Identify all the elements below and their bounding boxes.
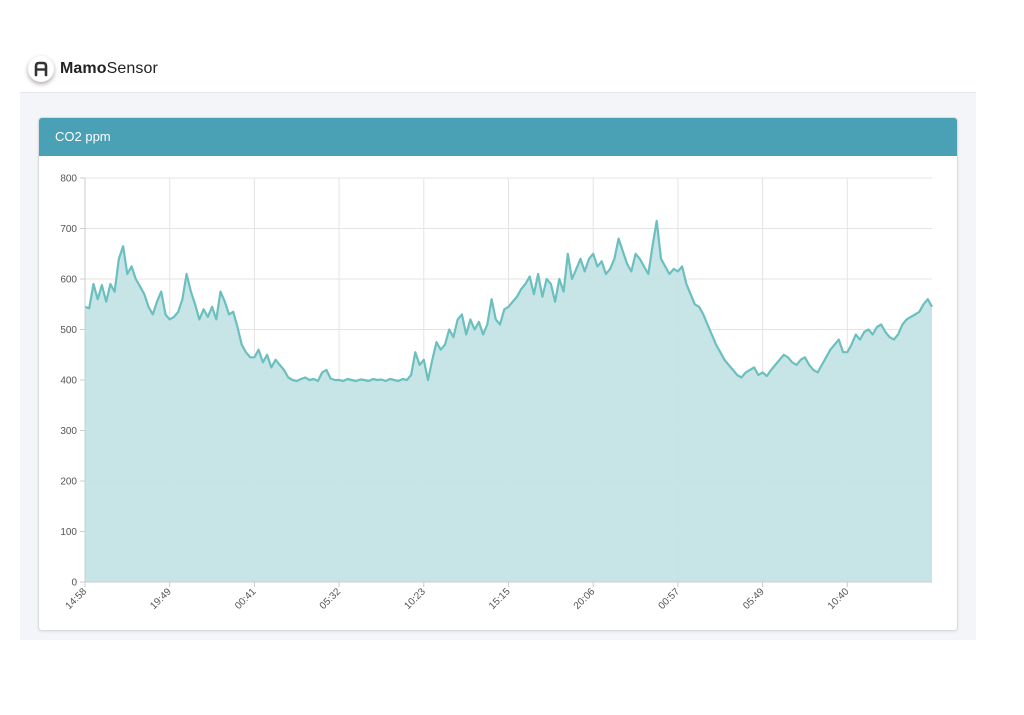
series-line bbox=[84, 219, 933, 383]
x-tick-label: 10:23 bbox=[402, 586, 428, 612]
x-tick-label: 15:15 bbox=[487, 586, 513, 612]
brand-name[interactable]: MamoSensor bbox=[60, 60, 158, 78]
app-window: MamoSensor CO2 ppm 0 100 200 300 400 500 600 70… bbox=[20, 44, 976, 640]
a-letter-icon bbox=[34, 61, 48, 77]
x-axis: 14:58 19:49 00:41 05:32 10:23 15:15 20:06 00:57… bbox=[64, 581, 932, 612]
y-tick-label: 100 bbox=[60, 527, 77, 538]
main-content: CO2 ppm 0 100 200 300 400 500 600 700 800 14:58 1… bbox=[20, 93, 976, 640]
y-tick-label: 200 bbox=[60, 477, 77, 488]
y-tick-label: 800 bbox=[60, 174, 77, 185]
co2-chart: 0 100 200 300 400 500 600 700 800 14:58 19:49 00:4… bbox=[60, 174, 933, 612]
logo[interactable] bbox=[28, 56, 54, 82]
y-tick-label: 600 bbox=[60, 275, 77, 286]
y-tick-label: 0 bbox=[71, 578, 77, 589]
y-tick-label: 400 bbox=[60, 376, 77, 387]
y-tick-label: 700 bbox=[60, 224, 77, 235]
x-tick-label: 00:41 bbox=[233, 586, 259, 612]
co2-card: CO2 ppm 0 100 200 300 400 500 600 700 800 14:58 1… bbox=[38, 117, 958, 631]
x-tick-label: 19:49 bbox=[148, 586, 174, 612]
chart-container: 0 100 200 300 400 500 600 700 800 14:58 19:49 00:4… bbox=[39, 156, 957, 630]
x-tick-label: 10:40 bbox=[826, 586, 852, 612]
x-tick-label: 00:57 bbox=[657, 586, 683, 612]
y-tick-label: 500 bbox=[60, 325, 77, 336]
x-tick-label: 20:06 bbox=[572, 586, 598, 612]
x-tick-label: 05:49 bbox=[741, 586, 767, 612]
series-area bbox=[85, 220, 932, 582]
x-tick-label: 05:32 bbox=[318, 586, 344, 612]
brand-bold: Mamo bbox=[60, 60, 107, 77]
brand-light: Sensor bbox=[106, 60, 158, 77]
card-title: CO2 ppm bbox=[39, 118, 957, 156]
plot-area bbox=[84, 219, 933, 582]
navbar: MamoSensor bbox=[20, 44, 976, 93]
y-axis: 0 100 200 300 400 500 600 700 800 bbox=[60, 174, 86, 589]
y-tick-label: 300 bbox=[60, 426, 77, 437]
x-tick-label: 14:58 bbox=[64, 586, 90, 612]
